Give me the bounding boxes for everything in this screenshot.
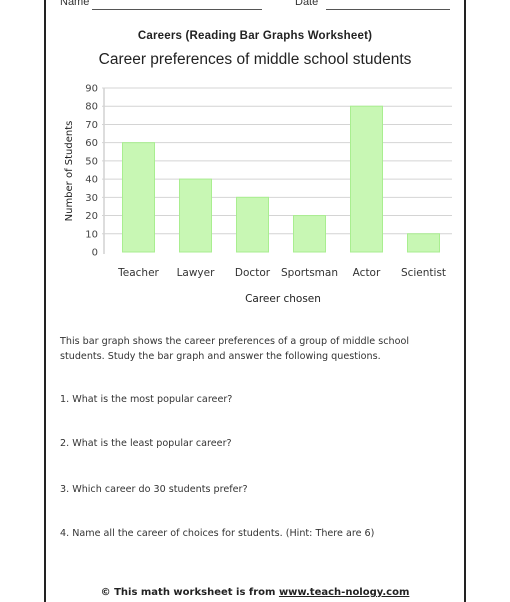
y-tick-label: 50 — [85, 156, 98, 167]
bar-teacher — [122, 142, 155, 253]
worksheet-title: Careers (Reading Bar Graphs Worksheet) — [137, 30, 373, 42]
name-line — [92, 9, 262, 10]
bar-lawyer — [179, 178, 212, 253]
y-tick-label: 30 — [85, 193, 98, 204]
x-tick-label: Doctor — [235, 267, 271, 279]
chart-title: Career preferences of middle school stud… — [98, 51, 412, 68]
y-tick-label: 40 — [85, 175, 98, 186]
x-tick-label: Actor — [353, 267, 381, 279]
y-tick-label: 20 — [85, 211, 98, 222]
question-1: 1. What is the most popular career? — [60, 394, 233, 405]
y-axis: 0 10 20 30 40 50 60 70 80 90 — [85, 84, 452, 259]
date-line — [326, 9, 450, 10]
instructions-paragraph: This bar graph shows the career preferen… — [60, 336, 410, 362]
y-tick-label: 10 — [85, 229, 98, 240]
y-tick-label: 70 — [85, 120, 98, 131]
header-row: Name Date — [60, 0, 460, 12]
question-2: 2. What is the least popular career? — [60, 438, 232, 449]
question-4: 4. Name all the career of choices for st… — [60, 528, 375, 539]
y-tick-label: 60 — [85, 138, 98, 149]
x-axis-label: Career chosen — [245, 293, 321, 305]
bar-chart: 0 10 20 30 40 50 60 70 80 90 Teacher Lawyer Doctor S… — [64, 84, 452, 305]
question-3: 3. Which career do 30 students prefer? — [60, 484, 248, 495]
page-border — [44, 0, 466, 602]
bar-scientist — [407, 233, 440, 253]
footer: © This math worksheet is from www.teach-… — [0, 587, 510, 598]
y-tick-label: 80 — [85, 102, 98, 113]
bar-doctor — [236, 196, 269, 253]
x-tick-label: Sportsman — [281, 267, 338, 279]
name-label: Name — [60, 0, 90, 8]
y-axis-label: Number of Students — [64, 121, 75, 222]
x-tick-label: Teacher — [117, 267, 159, 279]
y-tick-label: 90 — [85, 84, 98, 95]
y-tick-label: 0 — [92, 248, 98, 259]
x-axis-labels: Teacher Lawyer Doctor Sportsman Actor Scienti… — [117, 267, 446, 279]
x-tick-label: Scientist — [401, 267, 446, 279]
footer-link[interactable]: www.teach-nology.com — [278, 587, 410, 598]
date-label: Date — [295, 0, 319, 8]
bars — [122, 105, 440, 253]
bar-actor — [350, 105, 383, 253]
bar-sportsman — [293, 215, 326, 253]
x-tick-label: Lawyer — [177, 267, 216, 279]
footer-text: © This math worksheet is from — [100, 587, 279, 598]
